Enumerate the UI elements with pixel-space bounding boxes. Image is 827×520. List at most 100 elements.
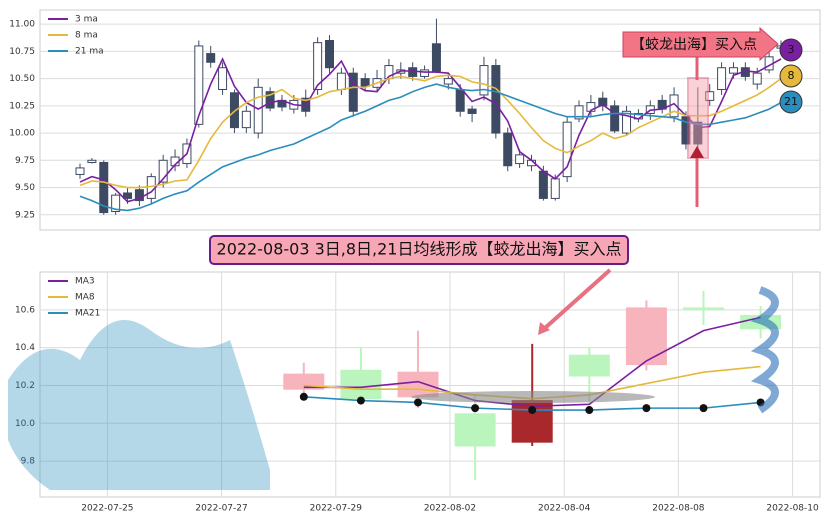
candle-body — [717, 67, 727, 91]
ma-point — [699, 404, 708, 413]
candle-body — [75, 167, 85, 175]
candle-body — [503, 132, 513, 167]
ma-line — [79, 57, 782, 203]
y-tick-label: 10.4 — [15, 343, 35, 353]
dragon-decor — [750, 286, 779, 414]
x-tick-label: 2022-08-04 — [538, 504, 591, 514]
candle-body — [194, 45, 204, 125]
ma-point — [471, 404, 480, 413]
candle-body — [218, 67, 228, 91]
badge — [779, 38, 803, 62]
candle-body — [87, 159, 97, 163]
y-tick-label: 10.00 — [9, 129, 35, 139]
x-tick-label: 2022-07-29 — [310, 504, 363, 514]
candle-body — [325, 39, 335, 69]
y-tick-label: 10.6 — [15, 305, 35, 315]
candle-body — [408, 67, 418, 77]
legend-label: MA8 — [75, 293, 95, 303]
candle-body — [443, 78, 453, 85]
candle-body — [515, 154, 525, 165]
arrow-head — [690, 146, 704, 158]
candle-body — [420, 69, 430, 77]
arrow-head — [538, 322, 550, 335]
ma-line — [79, 83, 782, 212]
candle-body — [705, 91, 715, 101]
candle-body — [683, 307, 725, 311]
annotation: 【蛟龙出海】买入点 — [631, 37, 757, 53]
candle-body — [99, 161, 109, 214]
candle-body — [455, 89, 465, 112]
candle-body — [340, 369, 382, 400]
legend-label: MA3 — [75, 277, 95, 287]
badge — [779, 64, 803, 88]
candle-body — [491, 65, 501, 134]
candle-body — [265, 91, 275, 109]
candle-body — [111, 194, 121, 212]
ma-point — [642, 404, 651, 413]
candle-body — [360, 78, 370, 87]
candle-body — [206, 53, 216, 63]
candle-body — [574, 105, 584, 120]
badge-label: 8 — [788, 69, 795, 82]
candle-body — [158, 159, 168, 183]
candle-body — [550, 178, 560, 199]
ma-point — [356, 396, 365, 405]
candle-body — [241, 110, 251, 129]
y-tick-label: 11.00 — [9, 20, 35, 30]
candle-body — [622, 110, 632, 134]
candle-body — [479, 65, 489, 96]
candle-body — [693, 121, 703, 145]
y-tick-label: 10.75 — [9, 47, 35, 57]
x-tick-label: 2022-07-27 — [195, 504, 247, 514]
legend-label: MA21 — [75, 309, 100, 319]
badge-label: 3 — [788, 43, 795, 56]
candle-body — [397, 371, 439, 398]
candle-body — [538, 170, 548, 199]
candle-body — [562, 121, 572, 178]
candle-body — [610, 105, 620, 132]
ma-line — [79, 74, 782, 189]
y-tick-label: 9.25 — [15, 210, 35, 220]
candle-body — [598, 97, 608, 107]
candle-body — [146, 176, 156, 199]
badge — [779, 90, 803, 114]
y-tick-label: 9.8 — [21, 457, 36, 467]
band — [411, 391, 655, 403]
ma-point — [528, 406, 537, 415]
candle-body — [336, 72, 346, 91]
candle-body — [348, 72, 358, 112]
y-tick-label: 10.50 — [9, 74, 35, 84]
legend-label: 21 ma — [75, 47, 104, 57]
highlight — [687, 77, 709, 159]
legend-label: 3 ma — [75, 15, 98, 25]
candle-body — [134, 189, 144, 202]
x-tick-label: 2022-08-02 — [424, 504, 476, 514]
chart-title: 2022-08-03 3日,8日,21日均线形成【蛟龙出海】买入点 — [217, 240, 622, 259]
candle-body — [229, 92, 239, 129]
badge-label: 21 — [784, 95, 798, 108]
candle-body — [728, 67, 738, 74]
candle-body — [454, 413, 496, 447]
ma-point — [414, 398, 423, 407]
y-tick-label: 9.50 — [15, 183, 35, 193]
y-tick-label: 9.75 — [15, 156, 35, 166]
legend-label: 8 ma — [75, 31, 98, 41]
candle-body — [431, 43, 441, 72]
x-tick-label: 2022-08-10 — [766, 504, 819, 514]
ma-point — [299, 392, 308, 401]
candle-body — [123, 192, 133, 199]
title-box — [209, 235, 629, 265]
candle-body — [625, 307, 667, 366]
ma-point — [585, 406, 594, 415]
candle-body — [253, 86, 263, 134]
x-tick-label: 2022-07-25 — [81, 504, 133, 514]
arrow — [543, 268, 612, 330]
annotation-box — [622, 26, 779, 62]
wave-decor — [8, 320, 270, 490]
x-tick-label: 2022-08-08 — [652, 504, 705, 514]
candle-body — [467, 108, 477, 114]
y-tick-label: 10.0 — [15, 419, 35, 429]
candle-body — [568, 354, 610, 377]
candle-body — [313, 42, 323, 91]
